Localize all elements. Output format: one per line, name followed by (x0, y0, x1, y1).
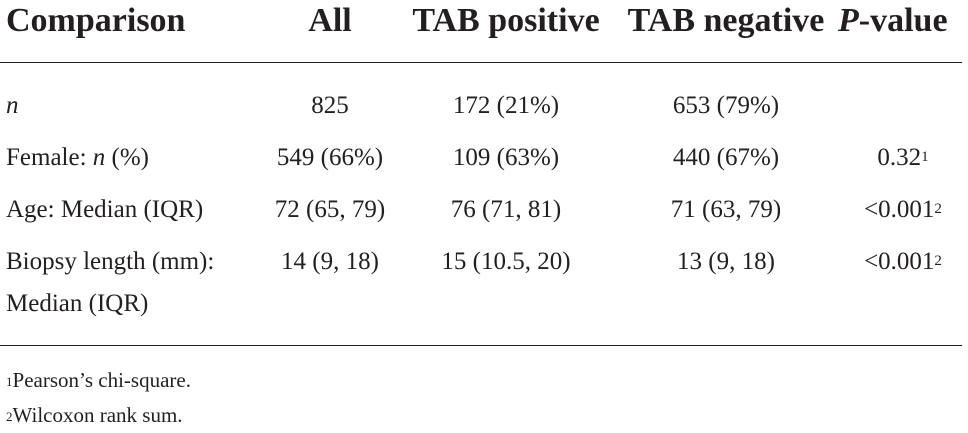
header-rule (0, 62, 962, 63)
row-label-text: n (6, 92, 19, 119)
footnote-text: Wilcoxon rank sum. (12, 403, 183, 427)
footnote-ref: 2 (934, 253, 942, 270)
header-p-value: P-value (838, 2, 948, 40)
header-all: All (308, 2, 352, 39)
cell-all: 14 (9, 18) (281, 248, 379, 275)
footnote-mark: 1 (6, 373, 13, 389)
row-label: Biopsy length (mm): (6, 248, 215, 275)
row-label-text: Female: (6, 144, 93, 171)
cell-tab-positive: 172 (21%) (452, 92, 560, 119)
footnote-1: 1Pearson’s chi-square. (6, 368, 191, 393)
cell-tab-negative: 653 (79%) (672, 92, 780, 119)
header-p-letter: P (838, 2, 859, 39)
footnote-ref: 1 (921, 149, 929, 166)
row-label-suffix: (%) (105, 144, 150, 171)
cell-p-value: <0.0012 (864, 248, 942, 276)
header-comparison: Comparison (6, 2, 186, 39)
cell-tab-negative: 440 (67%) (672, 144, 780, 171)
header-tab-negative: TAB negative (627, 2, 825, 39)
cell-tab-negative: 13 (9, 18) (677, 248, 775, 275)
p-value-text: 0.32 (877, 144, 922, 171)
cell-p-value: <0.0012 (864, 196, 942, 224)
footnote-text: Pearson’s chi-square. (12, 368, 191, 392)
cell-tab-negative: 71 (63, 79) (670, 196, 782, 223)
footnote-ref: 2 (934, 201, 942, 218)
row-label-line2: Median (IQR) (6, 290, 149, 317)
row-label: n (6, 92, 19, 120)
cell-tab-positive: 109 (63%) (452, 144, 560, 171)
header-p-suffix: -value (858, 2, 948, 39)
footnote-mark: 2 (6, 408, 13, 424)
cell-all: 549 (66%) (276, 144, 384, 171)
header-tab-positive: TAB positive (412, 2, 600, 39)
cell-tab-positive: 15 (10.5, 20) (441, 248, 571, 275)
p-value-text: <0.001 (864, 248, 935, 275)
cell-all: 825 (311, 92, 349, 119)
footnote-2: 2Wilcoxon rank sum. (6, 403, 183, 428)
p-value-text: <0.001 (864, 196, 935, 223)
cell-p-value: 0.321 (877, 144, 928, 172)
footer-rule (0, 345, 962, 346)
row-label: Female: n (%) (6, 144, 149, 172)
row-label-italic: n (92, 144, 106, 171)
cell-tab-positive: 76 (71, 81) (450, 196, 562, 223)
cell-all: 72 (65, 79) (274, 196, 386, 223)
row-label: Age: Median (IQR) (6, 196, 204, 223)
